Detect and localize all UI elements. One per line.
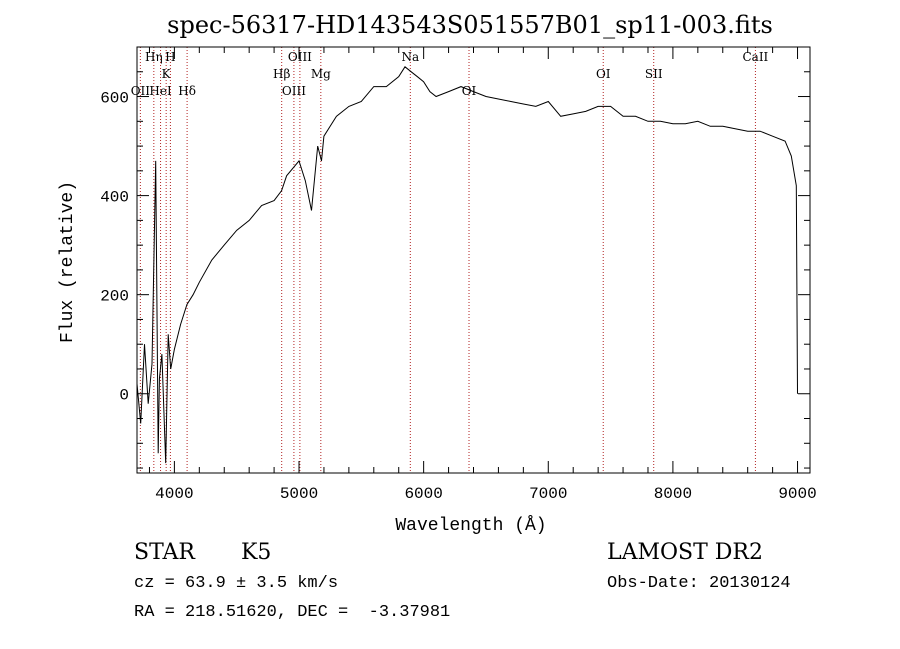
emission-line-label-10: Na [401, 50, 419, 64]
emission-line-label-8: OIII [288, 50, 312, 64]
y-tick-label-3: 600 [100, 90, 129, 108]
emission-line-label-1: Hη [145, 50, 163, 64]
survey-label: LAMOST DR2 [607, 540, 763, 565]
y-tick-label-0: 0 [119, 387, 129, 405]
emission-line-label-4: H [165, 50, 175, 64]
emission-line-label-6: Hβ [273, 67, 290, 81]
emission-line-label-0: OII [131, 84, 151, 98]
x-tick-label-1: 5000 [280, 485, 318, 503]
chart-title: spec-56317-HD143543S051557B01_sp11-003.f… [167, 11, 773, 39]
plot-frame [136, 46, 811, 474]
emission-lines-layer: OII Hη HeI KH Hδ Hβ OIII OIII Mg Na OI OI SII CaII [131, 47, 769, 473]
x-tick-label-3: 7000 [529, 485, 567, 503]
emission-line-label-11: OI [462, 84, 477, 98]
x-tick-label-4: 8000 [654, 485, 692, 503]
emission-line-label-3: K [162, 67, 172, 81]
emission-line-label-12: OI [596, 67, 611, 81]
emission-line-label-9: Mg [311, 67, 331, 81]
x-tick-label-0: 4000 [155, 485, 193, 503]
emission-line-label-5: Hδ [178, 84, 196, 98]
y-tick-label-1: 200 [100, 288, 129, 306]
obs-date-line: Obs-Date: 20130124 [607, 574, 791, 593]
spectrum-line [136, 66, 798, 464]
y-tick-label-2: 400 [100, 189, 129, 207]
coordinates-line: RA = 218.51620, DEC = -3.37981 [134, 603, 451, 622]
axes-layer: 4000 5000 6000 7000 8000 9000 0 200 400 600 [100, 46, 817, 503]
x-tick-label-5: 9000 [778, 485, 816, 503]
emission-line-label-2: HeI [149, 84, 172, 98]
x-axis-label: Wavelength (Å) [395, 515, 546, 536]
y-axis-label: Flux (relative) [58, 181, 78, 343]
redshift-line: cz = 63.9 ± 3.5 km/s [134, 574, 339, 593]
class-label: STAR [134, 540, 195, 565]
x-tick-label-2: 6000 [404, 485, 442, 503]
emission-line-label-7: OIII [282, 84, 306, 98]
emission-line-label-14: CaII [742, 50, 768, 64]
subclass-label: K5 [241, 540, 272, 565]
emission-line-label-13: SII [645, 67, 663, 81]
